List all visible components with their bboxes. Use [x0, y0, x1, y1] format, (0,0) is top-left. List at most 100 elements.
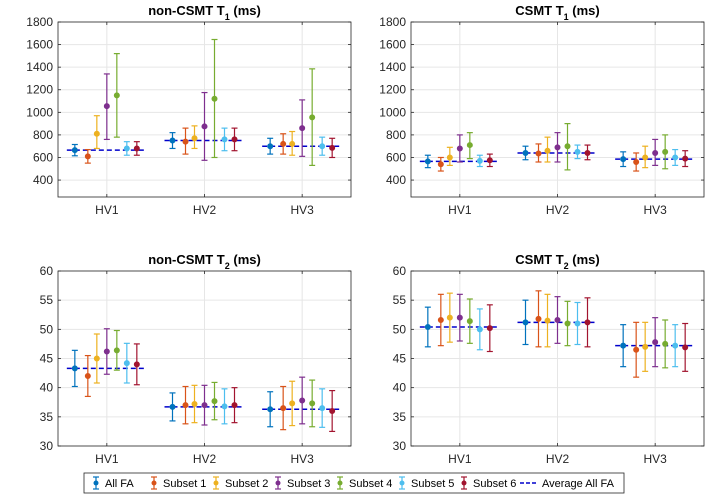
data-point [446, 314, 453, 321]
y-tick-label: 1600 [26, 38, 53, 52]
legend-box [83, 472, 625, 494]
legend-symbol [337, 480, 343, 486]
x-tick-label: HV2 [193, 452, 217, 466]
data-point [84, 373, 91, 379]
data-point [476, 326, 483, 333]
legend-item: All FA [93, 476, 134, 490]
y-tick-label: 1200 [379, 83, 406, 97]
title-main: non-CSMT T [148, 252, 225, 267]
data-point [133, 145, 140, 152]
data-point [554, 144, 561, 151]
legend-symbol [275, 480, 281, 486]
legend-label: Subset 2 [225, 478, 268, 490]
y-tick-label: 55 [40, 293, 54, 307]
x-tick-label: HV1 [448, 203, 472, 217]
x-tick-label: HV1 [95, 452, 119, 466]
title-subscript: 2 [564, 261, 569, 271]
title-main: CSMT T [515, 3, 563, 18]
data-point [280, 140, 287, 147]
legend-label: Subset 6 [473, 478, 516, 490]
data-point [437, 161, 444, 168]
data-point [182, 138, 189, 145]
data-point [123, 145, 130, 152]
y-tick-label: 600 [33, 150, 53, 164]
title-main: non-CSMT T [148, 3, 225, 18]
data-point [535, 150, 542, 157]
y-tick-label: 60 [40, 264, 54, 278]
noncsmt-t1-panel: 400 600 800 1000 1200 1400 1600 1800 HV1 HV2 HV3 no… [26, 3, 352, 217]
legend-item: Subset 1 [151, 476, 206, 490]
x-tick-label: HV3 [643, 452, 667, 466]
data-point [289, 140, 296, 147]
legend-item: Average All FA [520, 478, 615, 490]
title-subscript: 2 [225, 261, 230, 271]
data-point [267, 406, 274, 413]
y-tick-label: 1000 [379, 105, 406, 119]
title-unit: (ms) [230, 3, 261, 18]
data-point [299, 397, 306, 404]
x-tick-label: HV3 [643, 203, 667, 217]
data-point [456, 145, 463, 152]
y-tick-label: 1400 [26, 60, 53, 74]
y-tick-label: 40 [40, 381, 54, 395]
data-point [201, 402, 208, 409]
legend-item: Subset 4 [337, 476, 392, 490]
data-point [456, 314, 463, 321]
data-point [544, 147, 551, 154]
data-point [672, 154, 679, 161]
data-point [71, 365, 78, 372]
data-point [191, 401, 198, 407]
data-point [267, 143, 274, 150]
legend-item: Subset 5 [399, 476, 454, 490]
legend-item: Subset 2 [213, 476, 268, 490]
data-point [544, 317, 551, 324]
y-tick-label: 1200 [26, 83, 53, 97]
data-point [169, 137, 176, 144]
data-point [437, 317, 444, 323]
data-point [113, 92, 120, 99]
data-point [652, 339, 659, 346]
data-point [182, 402, 189, 409]
legend-symbol [151, 480, 157, 486]
y-tick-label: 800 [386, 128, 406, 142]
data-point [329, 144, 336, 151]
y-tick-label: 35 [393, 410, 407, 424]
data-point [652, 149, 659, 156]
data-point [662, 148, 669, 155]
data-point [574, 320, 581, 327]
y-tick-label: 45 [40, 352, 54, 366]
data-point [446, 154, 453, 161]
chart-title: CSMT T2 (ms) [515, 252, 599, 271]
data-point [103, 348, 110, 355]
y-tick-label: 1000 [26, 105, 53, 119]
data-point [211, 398, 218, 405]
data-point [191, 135, 198, 142]
legend-label: Subset 4 [349, 478, 392, 490]
data-point [309, 400, 316, 407]
y-tick-label: 45 [393, 352, 407, 366]
legend-label: Subset 5 [411, 478, 454, 490]
data-point [564, 320, 571, 327]
data-point [424, 158, 431, 165]
y-tick-label: 60 [393, 264, 407, 278]
data-point [319, 405, 326, 412]
data-point [84, 153, 91, 160]
data-point [319, 143, 326, 150]
y-tick-label: 35 [40, 410, 54, 424]
data-point [682, 155, 689, 162]
data-point [221, 136, 228, 143]
data-point [221, 403, 228, 410]
data-point [662, 340, 669, 347]
data-point [554, 317, 561, 323]
legend-symbol [213, 480, 219, 486]
x-tick-label: HV1 [95, 203, 119, 217]
y-tick-label: 800 [33, 128, 53, 142]
csmt-t2-panel: 30 35 40 45 50 55 60 HV1 HV2 HV3 CSMT T2 (ms) [393, 252, 705, 466]
y-tick-label: 55 [393, 293, 407, 307]
chart-title: non-CSMT T1 (ms) [148, 3, 261, 22]
chart-title: non-CSMT T2 (ms) [148, 252, 261, 271]
csmt-t1-panel: 400 600 800 1000 1200 1400 1600 1800 HV1 HV2 HV3 CS… [379, 3, 705, 217]
legend-item: Subset 3 [275, 476, 330, 490]
data-point [93, 355, 100, 362]
title-subscript: 1 [564, 12, 569, 22]
